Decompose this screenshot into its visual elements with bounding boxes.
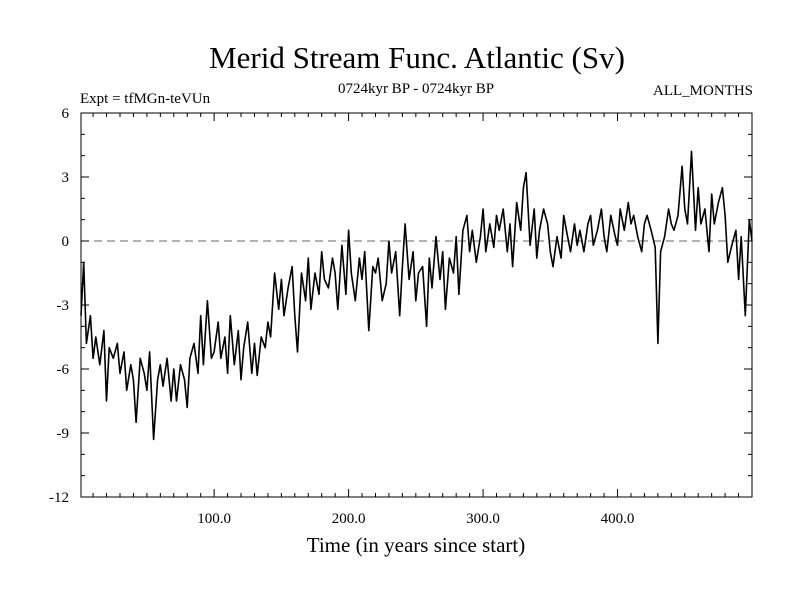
y-tick-label: 3: [62, 170, 70, 186]
x-tick-label: 100.0: [197, 511, 231, 527]
chart-title: Merid Stream Func. Atlantic (Sv): [209, 40, 625, 75]
y-tick-label: -3: [57, 298, 70, 314]
series-line: [80, 150, 753, 441]
y-tick-label: -9: [57, 426, 70, 442]
plot-frame: [80, 112, 753, 498]
y-tick-label: -6: [57, 362, 70, 378]
y-axis: 6 3 0 -3 -6 -9 -12: [49, 106, 752, 506]
period-label: 0724kyr BP - 0724kyr BP: [338, 81, 494, 97]
x-tick-label: 300.0: [466, 511, 500, 527]
experiment-label: Expt = tfMGn-teVUn: [80, 91, 211, 107]
y-tick-label: -12: [49, 490, 69, 506]
months-label: ALL_MONTHS: [653, 83, 753, 99]
y-tick-label: 0: [62, 234, 70, 250]
x-axis: 100.0 200.0 300.0 400.0: [92, 113, 740, 527]
x-tick-label: 200.0: [332, 511, 366, 527]
y-tick-label: 6: [62, 106, 70, 122]
x-tick-label: 400.0: [601, 511, 635, 527]
x-axis-label: Time (in years since start): [307, 533, 526, 557]
